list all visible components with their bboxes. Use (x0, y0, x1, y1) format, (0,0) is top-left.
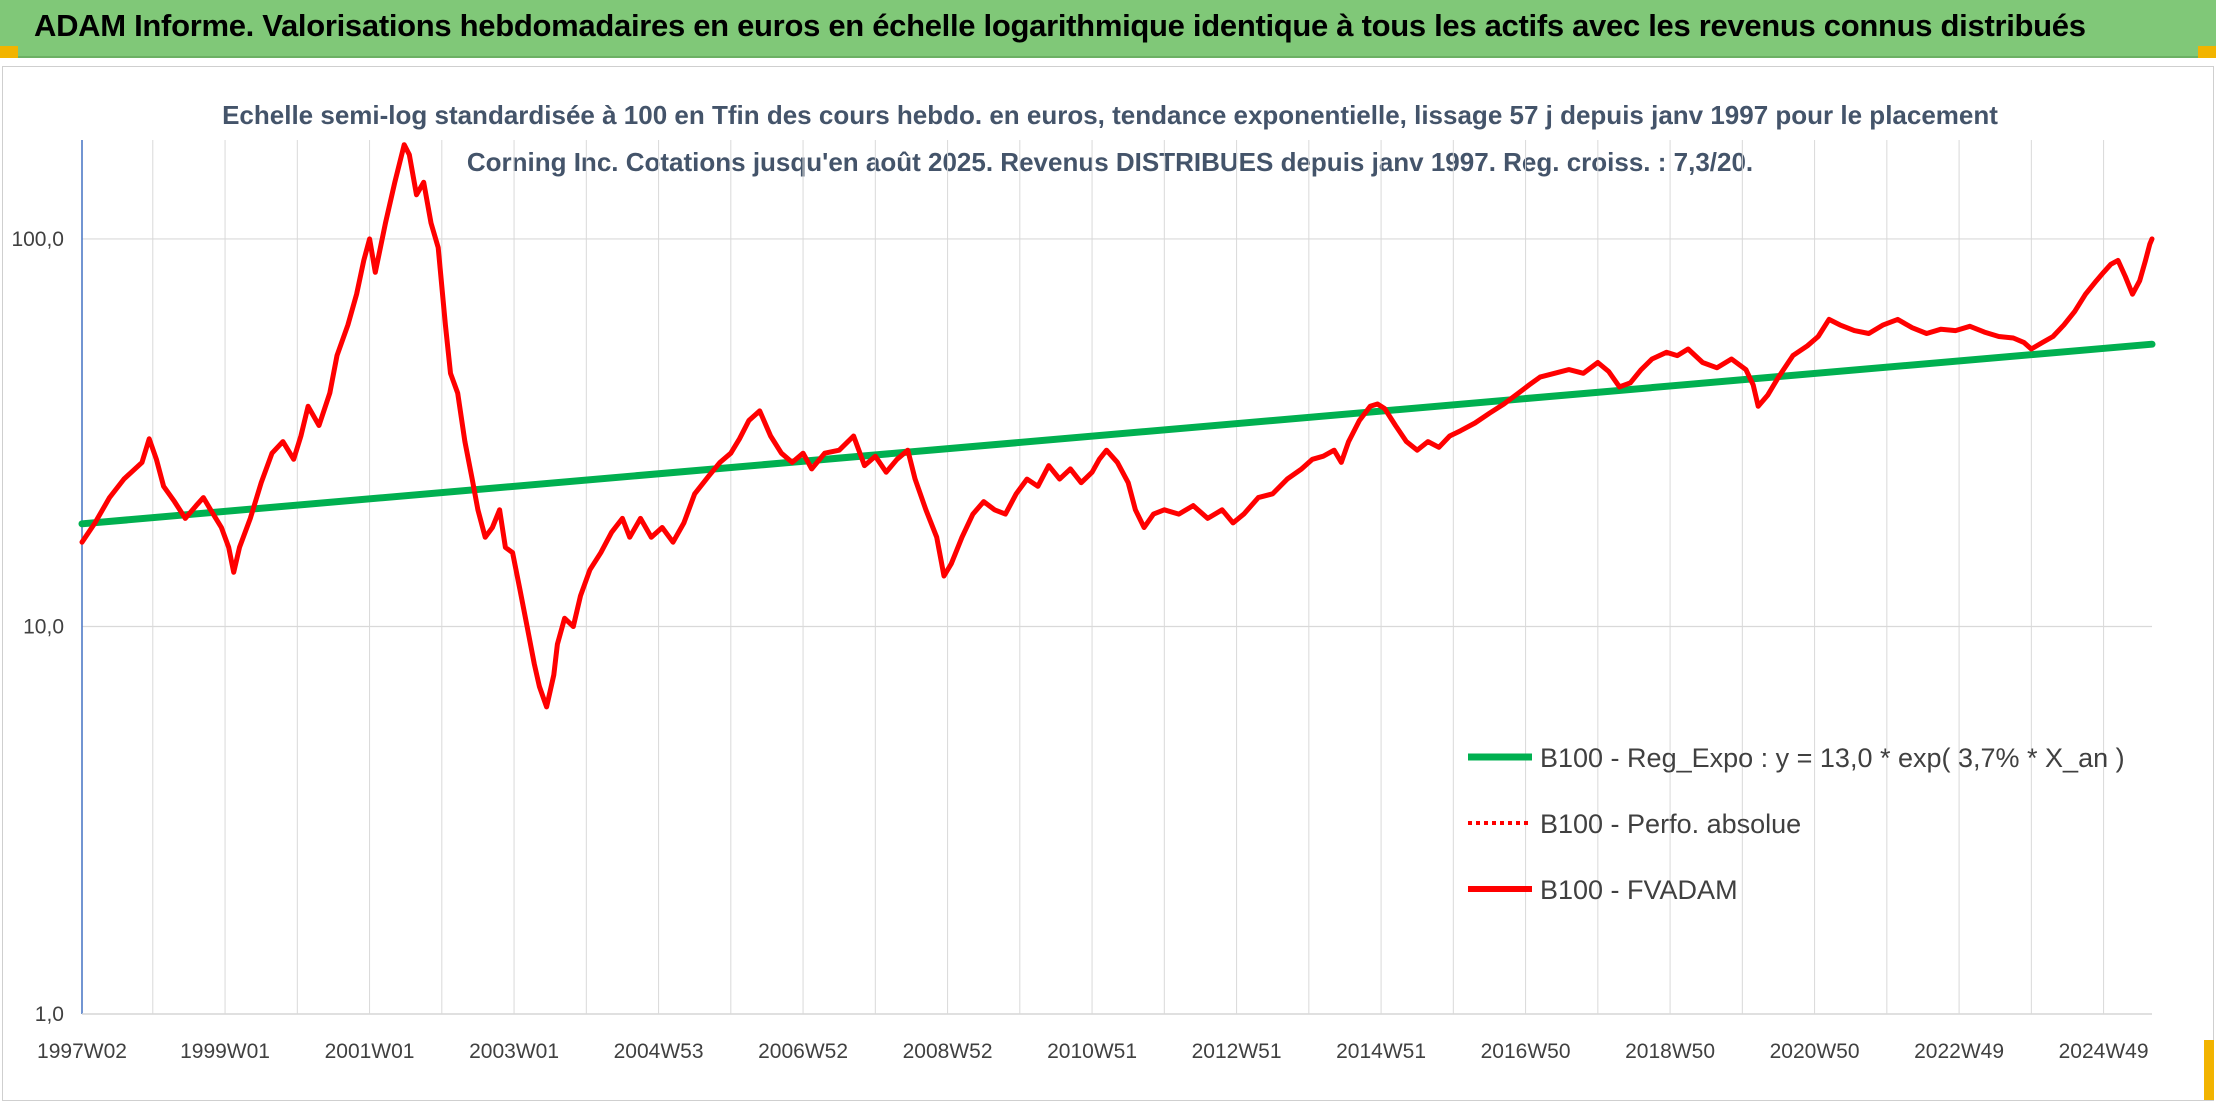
x-tick-label: 2004W53 (614, 1040, 704, 1063)
page-title: ADAM Informe. Valorisations hebdomadaire… (34, 8, 2086, 43)
corner-marker-left (0, 46, 18, 58)
x-tick-label: 2020W50 (1770, 1040, 1860, 1063)
y-tick-label: 100,0 (11, 228, 64, 251)
x-tick-label: 1997W02 (37, 1040, 127, 1063)
legend-label-0: B100 - Reg_Expo : y = 13,0 * exp( 3,7% *… (1540, 743, 2125, 773)
legend-label-2: B100 - FVADAM (1540, 875, 1738, 905)
edge-marker-right (2204, 1040, 2214, 1100)
corner-marker-right (2198, 46, 2216, 58)
x-tick-label: 2024W49 (2059, 1040, 2149, 1063)
x-tick-label: 2022W49 (1914, 1040, 2004, 1063)
series-line-0 (78, 340, 2156, 528)
series-line-2 (79, 142, 2155, 710)
legend: B100 - Reg_Expo : y = 13,0 * exp( 3,7% *… (1468, 743, 2125, 905)
x-tick-label: 2012W51 (1192, 1040, 1282, 1063)
chart-area-border (2, 66, 2214, 1101)
header-banner: ADAM Informe. Valorisations hebdomadaire… (0, 0, 2216, 58)
x-tick-label: 2010W51 (1047, 1040, 1137, 1063)
x-tick-label: 2016W50 (1481, 1040, 1571, 1063)
y-tick-label: 1,0 (35, 1003, 64, 1026)
x-tick-label: 2018W50 (1625, 1040, 1715, 1063)
x-tick-label: 2006W52 (758, 1040, 848, 1063)
axis-layer: 1,0 10,0 100,0 1997W02 1999W01 2001W01 2003W01… (11, 140, 2152, 1063)
chart-title: Echelle semi-log standardisée à 100 en T… (222, 100, 1998, 177)
legend-label-1: B100 - Perfo. absolue (1540, 809, 1801, 839)
y-tick-label: 10,0 (23, 615, 64, 638)
x-tick-label: 2008W52 (903, 1040, 993, 1063)
x-tick-label: 1999W01 (180, 1040, 270, 1063)
series-layer (78, 142, 2156, 710)
x-tick-label: 2003W01 (469, 1040, 559, 1063)
grid-layer (82, 140, 2152, 1015)
x-tick-label: 2001W01 (325, 1040, 415, 1063)
x-tick-label: 2014W51 (1336, 1040, 1426, 1063)
